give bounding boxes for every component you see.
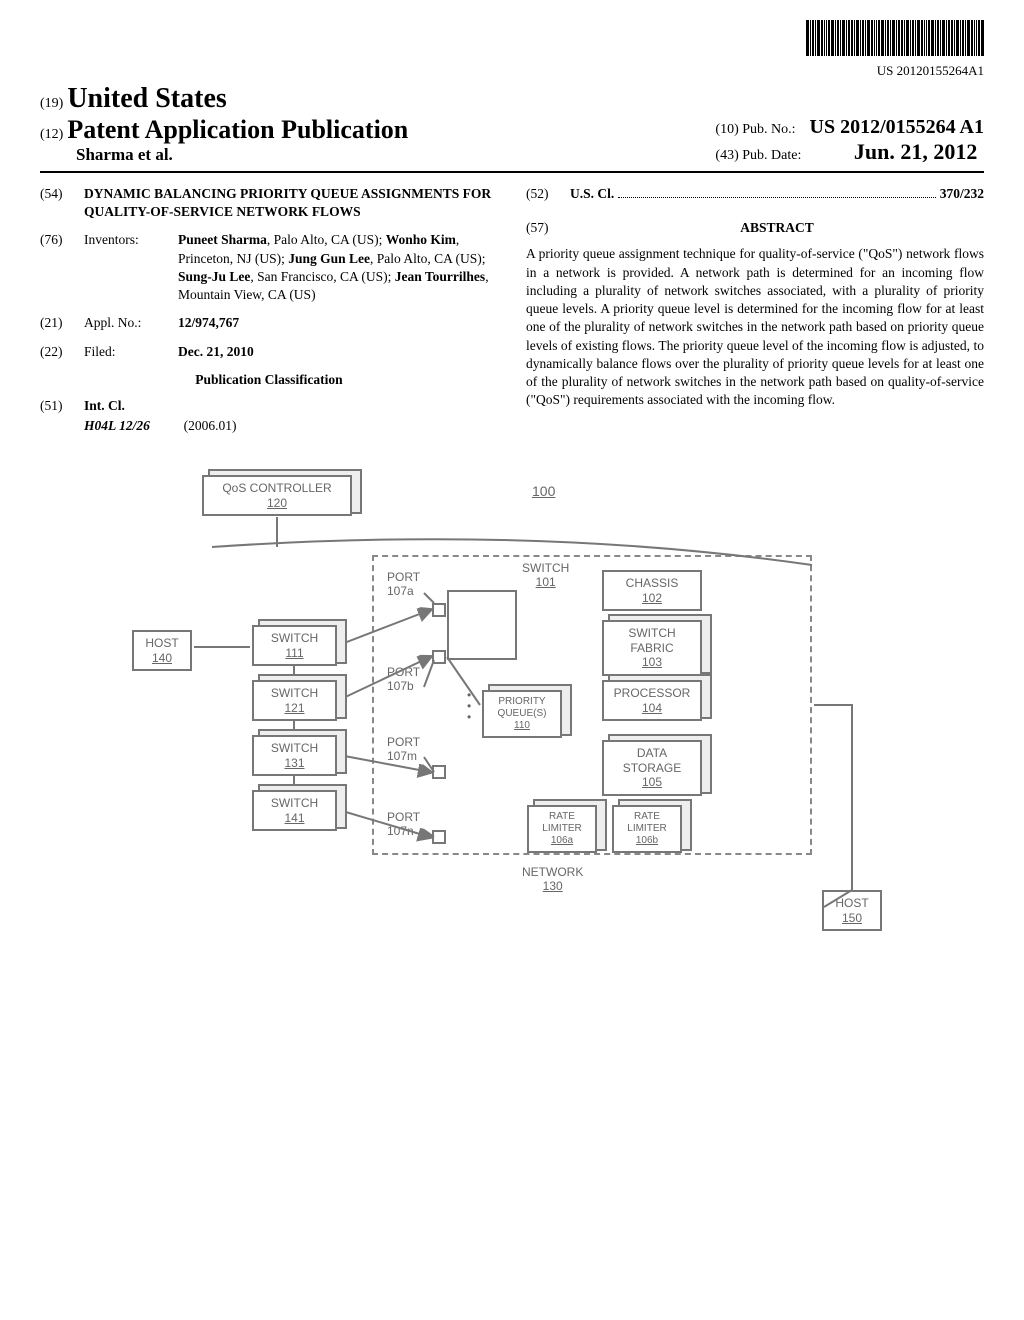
barcode-subtext: US 20120155264A1 bbox=[40, 63, 984, 79]
port-a-label: PORT107a bbox=[387, 570, 420, 598]
applno-label: Appl. No.: bbox=[84, 314, 168, 332]
filed-value: Dec. 21, 2010 bbox=[178, 344, 254, 359]
dotfill bbox=[618, 186, 935, 198]
barcode bbox=[806, 20, 984, 56]
inventors-label: Inventors: bbox=[84, 231, 168, 304]
port-n-label: PORT107n bbox=[387, 810, 420, 838]
port-m-marker bbox=[432, 765, 446, 779]
host-right-box: HOST 150 bbox=[822, 890, 882, 931]
empty-port-box bbox=[447, 590, 517, 660]
switch-131-box: SWITCH131 bbox=[252, 735, 337, 776]
ref-100: 100 bbox=[532, 483, 555, 499]
code-10: (10) bbox=[715, 122, 738, 137]
header-authors: Sharma et al. bbox=[40, 145, 408, 165]
port-b-label: PORT107b bbox=[387, 665, 420, 693]
code-43: (43) bbox=[715, 148, 738, 163]
patent-header: (19) United States (12) Patent Applicati… bbox=[40, 83, 984, 173]
field-76-num: (76) bbox=[40, 231, 74, 304]
priority-queue-box: PRIORITY QUEUE(S) 110 bbox=[482, 690, 562, 738]
intcl-code: H04L 12/26 bbox=[84, 418, 150, 433]
chassis-box: CHASSIS102 bbox=[602, 570, 702, 611]
field-54-num: (54) bbox=[40, 185, 74, 221]
switch-111-box: SWITCH111 bbox=[252, 625, 337, 666]
switch-141-box: SWITCH141 bbox=[252, 790, 337, 831]
field-52-num: (52) bbox=[526, 185, 560, 203]
pubdate-label: Pub. Date: bbox=[742, 148, 801, 163]
rate-limiter-a-box: RATE LIMITER106a bbox=[527, 805, 597, 853]
intcl-date: (2006.01) bbox=[184, 418, 237, 433]
country: United States bbox=[67, 83, 226, 114]
switch-101-label: SWITCH 101 bbox=[522, 561, 569, 589]
pubno-label: Pub. No.: bbox=[742, 122, 795, 137]
barcode-region: US 20120155264A1 bbox=[40, 20, 984, 79]
switch-121-box: SWITCH121 bbox=[252, 680, 337, 721]
filed-label: Filed: bbox=[84, 343, 168, 361]
port-m-label: PORT107m bbox=[387, 735, 420, 763]
port-n-marker bbox=[432, 830, 446, 844]
rate-limiter-b-box: RATE LIMITER106b bbox=[612, 805, 682, 853]
publication-date: Jun. 21, 2012 bbox=[854, 139, 977, 164]
invention-title: DYNAMIC BALANCING PRIORITY QUEUE ASSIGNM… bbox=[84, 185, 498, 221]
code-12: (12) bbox=[40, 127, 63, 142]
left-column: (54) DYNAMIC BALANCING PRIORITY QUEUE AS… bbox=[40, 185, 498, 445]
data-storage-box: DATA STORAGE105 bbox=[602, 740, 702, 795]
field-51-num: (51) bbox=[40, 397, 74, 415]
processor-box: PROCESSOR104 bbox=[602, 680, 702, 721]
pubclass-heading: Publication Classification bbox=[40, 371, 498, 389]
abstract-heading: ABSTRACT bbox=[570, 219, 984, 237]
uscl-label: U.S. Cl. bbox=[570, 185, 614, 203]
switch-fabric-box: SWITCH FABRIC103 bbox=[602, 620, 702, 675]
port-a-marker bbox=[432, 603, 446, 617]
publication-type: Patent Application Publication bbox=[67, 115, 408, 144]
qos-controller-box: QoS CONTROLLER 120 bbox=[202, 475, 352, 516]
right-column: (52) U.S. Cl. 370/232 (57) ABSTRACT A pr… bbox=[526, 185, 984, 445]
inventors-value: Puneet Sharma, Palo Alto, CA (US); Wonho… bbox=[178, 231, 498, 304]
code-19: (19) bbox=[40, 96, 63, 111]
network-label: NETWORK 130 bbox=[522, 865, 583, 893]
intcl-label: Int. Cl. bbox=[84, 398, 125, 413]
applno-value: 12/974,767 bbox=[178, 315, 239, 330]
publication-number: US 2012/0155264 A1 bbox=[810, 116, 984, 138]
uscl-value: 370/232 bbox=[940, 185, 984, 203]
field-22-num: (22) bbox=[40, 343, 74, 361]
port-b-marker bbox=[432, 650, 446, 664]
host-left-box: HOST 140 bbox=[132, 630, 192, 671]
field-57-num: (57) bbox=[526, 219, 560, 237]
abstract-text: A priority queue assignment technique fo… bbox=[526, 245, 984, 409]
figure-diagram: 100 QoS CONTROLLER 120 HOST 140 SWITCH11… bbox=[132, 475, 892, 935]
field-21-num: (21) bbox=[40, 314, 74, 332]
body-columns: (54) DYNAMIC BALANCING PRIORITY QUEUE AS… bbox=[40, 185, 984, 445]
